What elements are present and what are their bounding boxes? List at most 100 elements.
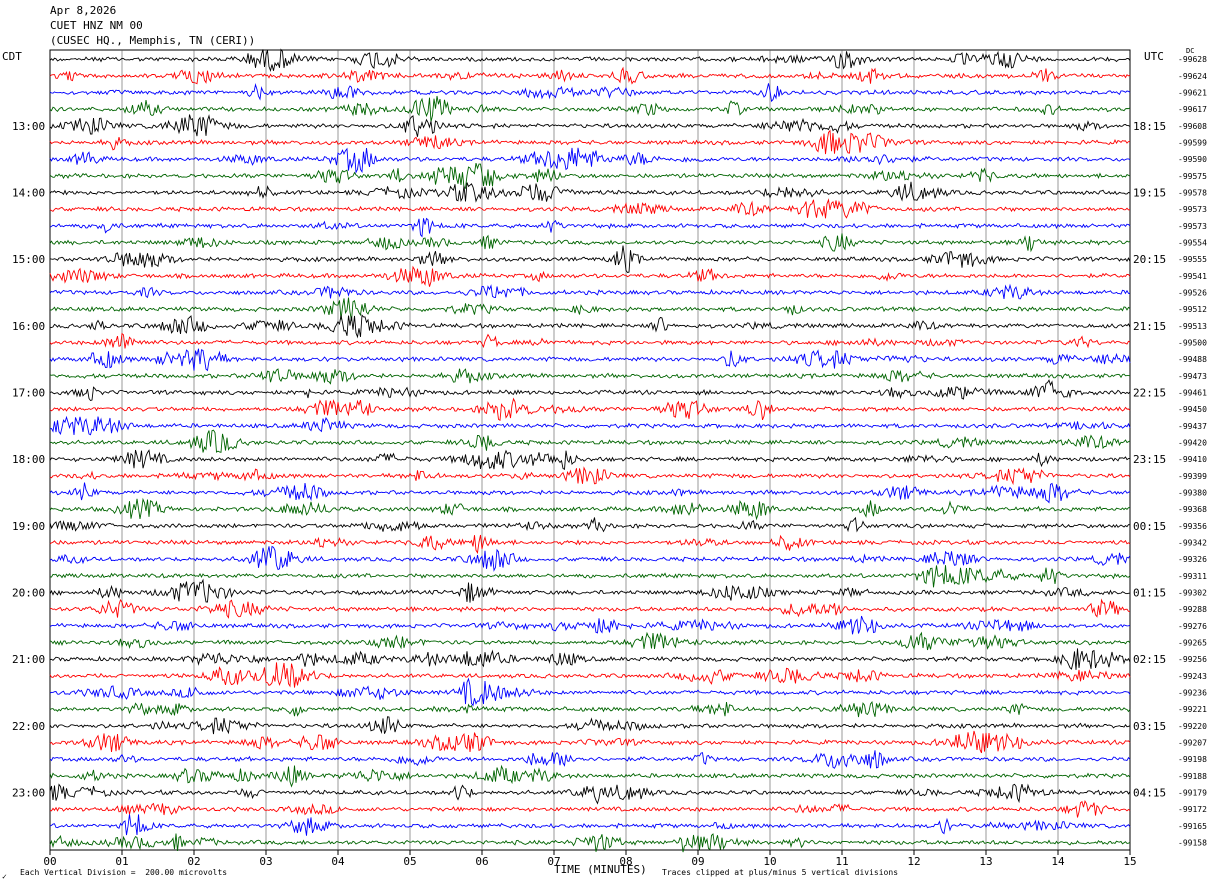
right-hour-label: 01:15 bbox=[1133, 587, 1166, 600]
seismic-trace bbox=[49, 565, 1131, 588]
x-tick-label: 13 bbox=[979, 855, 992, 868]
x-tick-label: 15 bbox=[1123, 855, 1136, 868]
x-tick-label: 12 bbox=[907, 855, 920, 868]
seismic-trace bbox=[49, 466, 1131, 486]
right-timezone-label: UTC bbox=[1144, 50, 1164, 63]
corner-mark: ✓ bbox=[2, 872, 7, 881]
dc-offset-label: -99288 bbox=[1178, 605, 1207, 614]
seismic-trace bbox=[49, 95, 1131, 122]
left-hour-label: 16:00 bbox=[12, 320, 45, 333]
grid-layer bbox=[49, 49, 1131, 855]
seismic-trace bbox=[49, 615, 1131, 635]
x-tick-label: 05 bbox=[403, 855, 416, 868]
plot-frame bbox=[49, 49, 1131, 851]
seismic-trace bbox=[49, 449, 1131, 471]
right-hour-label: 02:15 bbox=[1133, 653, 1166, 666]
right-hour-label: 21:15 bbox=[1133, 320, 1166, 333]
dc-offset-label: -99608 bbox=[1178, 122, 1207, 131]
seismic-trace bbox=[49, 415, 1131, 436]
seismic-trace bbox=[49, 799, 1131, 818]
dc-offset-label: -99555 bbox=[1178, 255, 1207, 264]
seismic-trace bbox=[49, 66, 1131, 85]
seismic-trace bbox=[49, 677, 1131, 707]
seismic-trace bbox=[49, 332, 1131, 349]
left-hour-label: 13:00 bbox=[12, 120, 45, 133]
seismic-trace bbox=[49, 114, 1131, 137]
seismic-trace bbox=[50, 297, 1131, 321]
dc-offset-label: -99220 bbox=[1178, 722, 1207, 731]
seismic-trace bbox=[49, 730, 1131, 754]
left-hour-label: 19:00 bbox=[12, 520, 45, 533]
seismic-trace bbox=[49, 497, 1131, 521]
right-hour-label: 18:15 bbox=[1133, 120, 1166, 133]
seismic-trace bbox=[49, 83, 1131, 103]
seismic-trace bbox=[49, 48, 1131, 72]
seismic-trace bbox=[49, 662, 1131, 688]
dc-header-label: DC bbox=[1186, 47, 1194, 55]
dc-offset-label: -99311 bbox=[1178, 572, 1207, 581]
dc-offset-label: -99437 bbox=[1178, 422, 1207, 431]
seismic-trace bbox=[49, 814, 1131, 836]
seismic-trace bbox=[49, 534, 1131, 554]
x-tick-label: 14 bbox=[1051, 855, 1065, 868]
station-label: CUET HNZ NM 00 bbox=[50, 19, 143, 32]
seismic-trace bbox=[49, 217, 1131, 238]
seismic-trace bbox=[49, 314, 1131, 339]
dc-offset-label: -99420 bbox=[1178, 439, 1207, 448]
dc-offset-label: -99578 bbox=[1178, 189, 1207, 198]
left-hour-label: 15:00 bbox=[12, 253, 45, 266]
x-tick-label: 00 bbox=[43, 855, 56, 868]
seismic-trace bbox=[49, 833, 1131, 853]
x-tick-label: 11 bbox=[835, 855, 848, 868]
dc-offset-label: -99526 bbox=[1178, 289, 1207, 298]
seismic-trace bbox=[49, 578, 1131, 603]
left-hour-label: 23:00 bbox=[12, 787, 45, 800]
x-tick-label: 03 bbox=[259, 855, 272, 868]
right-hour-label: 03:15 bbox=[1133, 720, 1166, 733]
right-hour-label: 04:15 bbox=[1133, 787, 1166, 800]
dc-offset-label: -99575 bbox=[1178, 172, 1207, 181]
x-axis-title: TIME (MINUTES) bbox=[554, 863, 647, 876]
date-label: Apr 8,2026 bbox=[50, 4, 117, 17]
dc-offset-label: -99188 bbox=[1178, 772, 1207, 781]
dc-offset-label: -99573 bbox=[1178, 222, 1207, 231]
dc-offset-label: -99599 bbox=[1178, 139, 1207, 148]
seismic-trace bbox=[49, 162, 1131, 189]
dc-offset-label: -99236 bbox=[1178, 689, 1207, 698]
seismic-trace bbox=[49, 750, 1131, 769]
right-hour-label: 22:15 bbox=[1133, 387, 1166, 400]
seismic-trace bbox=[49, 716, 1131, 735]
seismic-trace bbox=[49, 368, 1131, 385]
seismic-trace bbox=[49, 648, 1131, 670]
seismic-trace bbox=[49, 181, 1131, 203]
dc-offset-label: -99326 bbox=[1178, 555, 1207, 564]
seismic-trace bbox=[49, 545, 1131, 572]
right-hour-label: 00:15 bbox=[1133, 520, 1166, 533]
seismic-trace bbox=[49, 701, 1131, 718]
dc-offset-label: -99356 bbox=[1178, 522, 1207, 531]
dc-offset-label: -99256 bbox=[1178, 655, 1207, 664]
left-hour-label: 20:00 bbox=[12, 587, 45, 600]
dc-offset-label: -99158 bbox=[1178, 839, 1207, 848]
seismic-trace bbox=[49, 397, 1131, 422]
clip-note: Traces clipped at plus/minus 5 vertical … bbox=[662, 868, 899, 877]
trace-layer bbox=[49, 48, 1131, 853]
scale-note: Each Vertical Division = 200.00 microvol… bbox=[20, 868, 228, 877]
seismic-trace bbox=[49, 245, 1131, 274]
left-hour-label: 14:00 bbox=[12, 187, 45, 200]
dc-offset-label: -99500 bbox=[1178, 339, 1207, 348]
dc-offset-label: -99342 bbox=[1178, 539, 1207, 548]
left-hour-label: 21:00 bbox=[12, 653, 45, 666]
seismic-trace bbox=[49, 516, 1131, 533]
dc-offset-label: -99172 bbox=[1178, 805, 1207, 814]
left-timezone-label: CDT bbox=[2, 50, 22, 63]
dc-offset-label: -99265 bbox=[1178, 639, 1207, 648]
dc-offset-label: -99488 bbox=[1178, 355, 1207, 364]
dc-offset-label: -99617 bbox=[1178, 105, 1207, 114]
dc-offset-label: -99368 bbox=[1178, 505, 1207, 514]
seismic-trace bbox=[49, 482, 1131, 504]
dc-offset-label: -99573 bbox=[1178, 205, 1207, 214]
seismic-trace bbox=[49, 598, 1131, 619]
right-hour-label: 20:15 bbox=[1133, 253, 1166, 266]
